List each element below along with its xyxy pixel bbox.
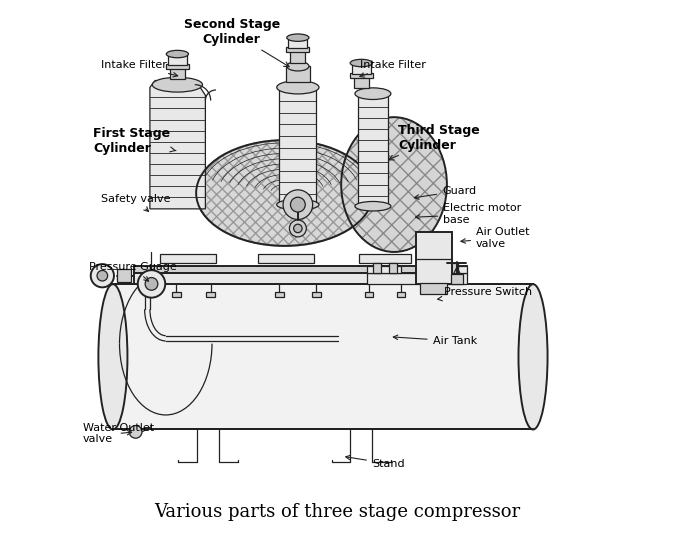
Text: Third Stage
Cylinder: Third Stage Cylinder: [389, 123, 480, 160]
Bar: [259, 254, 314, 263]
Ellipse shape: [153, 77, 202, 92]
Ellipse shape: [350, 59, 373, 67]
Bar: [312, 292, 321, 297]
Bar: [117, 269, 131, 282]
Text: Second Stage
Cylinder: Second Stage Cylinder: [184, 18, 289, 67]
Bar: [207, 292, 215, 297]
Bar: [134, 272, 467, 284]
Text: Various parts of three stage compressor: Various parts of three stage compressor: [155, 503, 520, 521]
Text: Stand: Stand: [346, 456, 404, 468]
Bar: [134, 266, 467, 272]
Text: Pressure Guage: Pressure Guage: [89, 262, 177, 281]
Bar: [286, 66, 310, 82]
Text: Guard: Guard: [414, 186, 477, 199]
Ellipse shape: [277, 199, 319, 210]
Bar: [450, 263, 458, 272]
Bar: [354, 77, 369, 89]
Text: Safety valve: Safety valve: [101, 194, 170, 211]
Circle shape: [290, 220, 306, 237]
Bar: [397, 292, 405, 297]
Bar: [286, 47, 310, 52]
Bar: [290, 51, 305, 63]
Circle shape: [138, 270, 165, 297]
Text: Intake Filter: Intake Filter: [101, 60, 178, 77]
Bar: [367, 266, 401, 272]
Ellipse shape: [277, 81, 319, 94]
Bar: [161, 254, 216, 263]
Bar: [358, 254, 412, 263]
Circle shape: [283, 190, 313, 219]
Ellipse shape: [341, 117, 447, 252]
Polygon shape: [150, 81, 205, 209]
Bar: [436, 263, 445, 272]
Ellipse shape: [99, 284, 128, 429]
Bar: [416, 232, 452, 284]
Text: Air Tank: Air Tank: [394, 335, 477, 346]
Bar: [170, 68, 185, 80]
Circle shape: [130, 426, 142, 438]
Bar: [358, 93, 388, 206]
Text: Air Outlet
valve: Air Outlet valve: [461, 227, 529, 249]
Ellipse shape: [287, 61, 309, 71]
Bar: [367, 272, 467, 284]
Bar: [389, 263, 397, 272]
Circle shape: [145, 278, 158, 290]
Ellipse shape: [196, 140, 373, 246]
Bar: [373, 263, 381, 272]
Ellipse shape: [355, 201, 391, 211]
Text: First Stage
Cylinder: First Stage Cylinder: [93, 127, 176, 155]
Bar: [420, 283, 448, 294]
Text: Pressure Switch: Pressure Switch: [437, 287, 533, 301]
Text: Water Outlet
valve: Water Outlet valve: [83, 422, 154, 444]
Bar: [172, 292, 180, 297]
Bar: [279, 88, 317, 205]
Bar: [350, 73, 373, 78]
Text: Intake Filter: Intake Filter: [360, 60, 425, 77]
Circle shape: [97, 270, 107, 281]
Bar: [166, 64, 189, 69]
Bar: [433, 266, 467, 272]
Bar: [288, 38, 307, 48]
Bar: [451, 273, 463, 284]
Ellipse shape: [355, 88, 391, 99]
Text: Electric motor
base: Electric motor base: [416, 203, 522, 225]
Circle shape: [290, 197, 305, 212]
Bar: [275, 292, 284, 297]
Circle shape: [90, 264, 114, 287]
Ellipse shape: [166, 50, 188, 58]
Bar: [113, 284, 533, 429]
Bar: [365, 292, 373, 297]
Circle shape: [294, 224, 302, 233]
Ellipse shape: [518, 284, 547, 429]
Bar: [352, 64, 371, 74]
Ellipse shape: [287, 34, 309, 41]
Bar: [168, 55, 187, 65]
